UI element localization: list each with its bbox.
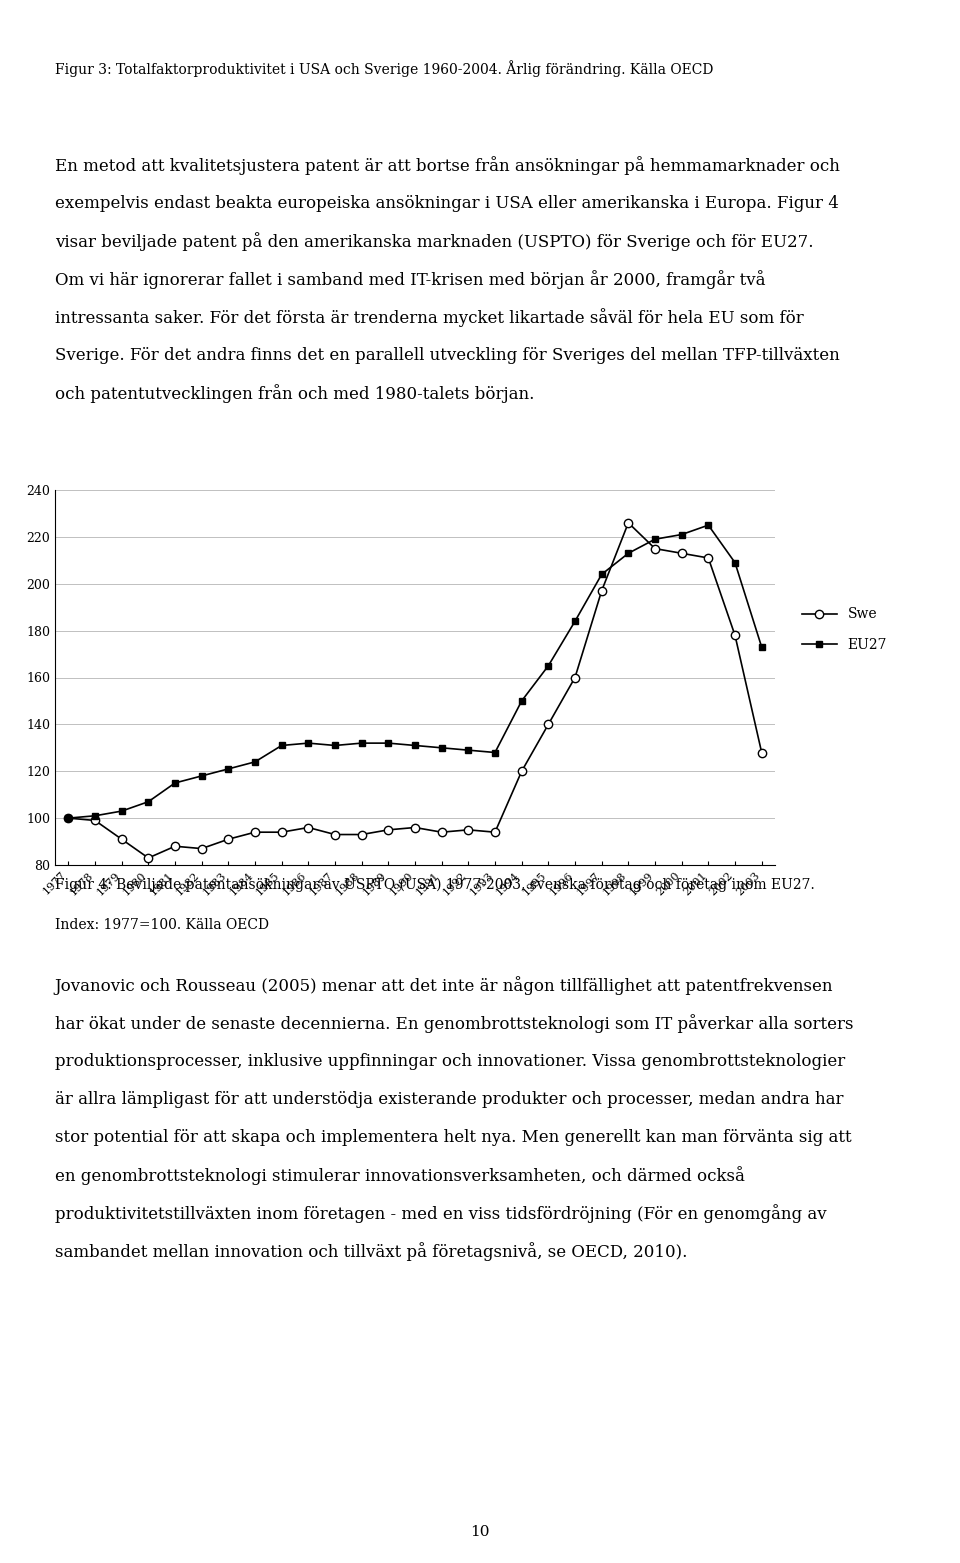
Swe (703, 549, 714, 567)
Text: Sverige. För det andra finns det en parallell utveckling för Sveriges del mellan: Sverige. För det andra finns det en para… (55, 347, 839, 364)
EU27 (703, 516, 714, 535)
Swe (463, 821, 474, 839)
Text: 10: 10 (470, 1525, 490, 1540)
Text: intressanta saker. För det första är trenderna mycket likartade såväl för hela E: intressanta saker. För det första är tre… (55, 308, 804, 327)
Text: är allra lämpligast för att understödja existerande produkter och processer, med: är allra lämpligast för att understödja … (55, 1091, 843, 1108)
Text: produktivitetstillväxten inom företagen - med en viss tidsfördröjning (För en ge: produktivitetstillväxten inom företagen … (55, 1204, 827, 1222)
Text: Figur 4: Beviljade patentansökningar av USPTO (USA) 1977-2003, svenska företag o: Figur 4: Beviljade patentansökningar av … (55, 878, 814, 892)
EU27 (196, 766, 207, 785)
Swe (276, 822, 287, 841)
Swe (542, 714, 554, 733)
Swe (676, 544, 687, 563)
Text: visar beviljade patent på den amerikanska marknaden (USPTO) för Sverige och för : visar beviljade patent på den amerikansk… (55, 231, 813, 252)
Swe (169, 836, 180, 855)
Text: sambandet mellan innovation och tillväxt på företagsnivå, se OECD, 2010).: sambandet mellan innovation och tillväxt… (55, 1243, 687, 1261)
Text: Om vi här ignorerar fallet i samband med IT-krisen med början år 2000, framgår t: Om vi här ignorerar fallet i samband med… (55, 270, 765, 289)
EU27 (62, 808, 74, 827)
Swe (196, 839, 207, 858)
Swe (250, 822, 261, 841)
EU27 (223, 760, 234, 778)
EU27 (569, 611, 581, 630)
Swe (490, 822, 501, 841)
EU27 (89, 807, 101, 825)
EU27 (250, 752, 261, 771)
EU27 (542, 656, 554, 675)
EU27 (383, 733, 395, 752)
Line: Swe: Swe (64, 519, 766, 863)
Swe (623, 513, 635, 531)
Text: stor potential för att skapa och implementera helt nya. Men generellt kan man fö: stor potential för att skapa och impleme… (55, 1128, 852, 1146)
Swe (730, 625, 741, 644)
Swe (143, 849, 155, 867)
EU27 (436, 738, 447, 756)
EU27 (516, 691, 527, 710)
EU27 (169, 774, 180, 792)
EU27 (649, 530, 660, 549)
EU27 (329, 736, 341, 755)
Swe (383, 821, 395, 839)
Text: har ökat under de senaste decennierna. En genombrottsteknologi som IT påverkar a: har ökat under de senaste decennierna. E… (55, 1014, 853, 1033)
Swe (62, 808, 74, 827)
Swe (596, 581, 608, 600)
EU27 (463, 741, 474, 760)
Swe (436, 822, 447, 841)
Text: Index: 1977=100. Källa OECD: Index: 1977=100. Källa OECD (55, 917, 269, 932)
EU27 (276, 736, 287, 755)
Text: en genombrottsteknologi stimulerar innovationsverksamheten, och därmed också: en genombrottsteknologi stimulerar innov… (55, 1166, 745, 1185)
EU27 (596, 564, 608, 583)
Swe (116, 830, 128, 849)
Text: En metod att kvalitetsjustera patent är att bortse från ansökningar på hemmamark: En metod att kvalitetsjustera patent är … (55, 156, 840, 175)
Text: exempelvis endast beakta europeiska ansökningar i USA eller amerikanska i Europa: exempelvis endast beakta europeiska ansö… (55, 195, 839, 213)
Swe (569, 667, 581, 686)
EU27 (730, 553, 741, 572)
EU27 (623, 544, 635, 563)
Swe (649, 539, 660, 558)
EU27 (116, 802, 128, 821)
Swe (409, 817, 420, 836)
EU27 (756, 638, 767, 656)
Swe (329, 825, 341, 844)
Text: och patentutvecklingen från och med 1980-talets början.: och patentutvecklingen från och med 1980… (55, 384, 534, 403)
EU27 (409, 736, 420, 755)
EU27 (356, 733, 368, 752)
EU27 (143, 792, 155, 811)
EU27 (302, 733, 314, 752)
Swe (223, 830, 234, 849)
Swe (89, 811, 101, 830)
Swe (516, 761, 527, 780)
Text: Figur 3: Totalfaktorproduktivitet i USA och Sverige 1960-2004. Årlig förändring.: Figur 3: Totalfaktorproduktivitet i USA … (55, 59, 713, 77)
Text: Jovanovic och Rousseau (2005) menar att det inte är någon tillfällighet att pate: Jovanovic och Rousseau (2005) menar att … (55, 975, 833, 996)
Swe (356, 825, 368, 844)
Swe (756, 742, 767, 761)
Legend: Swe, EU27: Swe, EU27 (797, 602, 893, 658)
EU27 (676, 525, 687, 544)
EU27 (490, 742, 501, 761)
Swe (302, 817, 314, 836)
Line: EU27: EU27 (65, 522, 765, 822)
Text: produktionsprocesser, inklusive uppfinningar och innovationer. Vissa genombrotts: produktionsprocesser, inklusive uppfinni… (55, 1053, 845, 1071)
